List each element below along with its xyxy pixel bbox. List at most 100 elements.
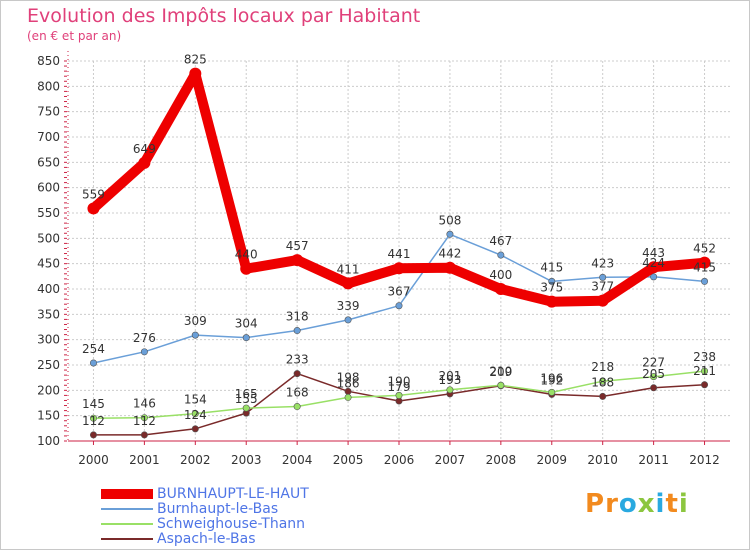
y-tick-label: 350 xyxy=(37,307,60,321)
data-label: 146 xyxy=(133,397,156,411)
y-tick-label: 200 xyxy=(37,383,60,397)
data-label: 825 xyxy=(184,53,207,67)
data-label: 198 xyxy=(337,370,360,384)
legend-swatch xyxy=(101,523,153,525)
y-tick-label: 550 xyxy=(37,206,60,220)
data-point xyxy=(140,414,148,422)
data-label: 415 xyxy=(540,260,563,274)
data-label: 112 xyxy=(82,414,105,428)
data-point xyxy=(701,367,709,375)
data-point xyxy=(548,277,556,285)
x-tick-label: 2002 xyxy=(180,453,211,467)
y-tick-label: 450 xyxy=(37,257,60,271)
x-tick-label: 2011 xyxy=(638,453,669,467)
data-label: 309 xyxy=(184,314,207,328)
data-label: 227 xyxy=(642,356,665,370)
data-point xyxy=(242,404,250,412)
data-point xyxy=(701,381,709,389)
data-point xyxy=(293,403,301,411)
data-point xyxy=(189,67,202,80)
data-point xyxy=(446,230,454,238)
data-label: 233 xyxy=(286,353,309,367)
legend-label: Burnhaupt-le-Bas xyxy=(157,501,279,517)
logo-letter: o xyxy=(618,489,638,519)
data-point xyxy=(599,273,607,281)
data-point xyxy=(698,256,711,269)
legend-label: Schweighouse-Thann xyxy=(157,516,306,532)
x-tick-label: 2007 xyxy=(435,453,466,467)
data-point xyxy=(545,295,558,308)
data-point xyxy=(344,316,352,324)
data-point xyxy=(191,331,199,339)
data-label: 367 xyxy=(388,285,411,299)
data-label: 400 xyxy=(489,268,512,282)
x-tick-label: 2000 xyxy=(78,453,109,467)
y-tick-label: 850 xyxy=(37,54,60,68)
data-point xyxy=(647,261,660,274)
data-label: 196 xyxy=(540,371,563,385)
logo-letter: r xyxy=(605,489,619,519)
data-label: 442 xyxy=(438,247,461,261)
x-tick-label: 2008 xyxy=(486,453,517,467)
data-point xyxy=(446,386,454,394)
data-label: 205 xyxy=(642,367,665,381)
data-point xyxy=(497,251,505,259)
data-point xyxy=(393,262,405,275)
data-point xyxy=(344,393,352,401)
y-tick-label: 800 xyxy=(37,79,60,93)
data-label: 112 xyxy=(133,414,156,428)
legend-label: Aspach-le-Bas xyxy=(157,531,256,547)
data-label: 190 xyxy=(388,374,411,388)
data-label: 452 xyxy=(693,242,716,256)
data-label: 165 xyxy=(235,387,258,401)
data-point xyxy=(140,348,148,356)
data-label: 415 xyxy=(693,260,716,274)
data-label: 155 xyxy=(235,392,258,406)
y-tick-label: 300 xyxy=(37,333,60,347)
data-label: 457 xyxy=(286,239,309,253)
data-point xyxy=(650,373,658,381)
x-tick-label: 2001 xyxy=(129,453,160,467)
data-point xyxy=(497,381,505,389)
data-point xyxy=(650,384,658,392)
y-tick-label: 250 xyxy=(37,358,60,372)
data-label: 210 xyxy=(489,364,512,378)
data-label: 276 xyxy=(133,331,156,345)
data-label: 201 xyxy=(438,369,461,383)
data-point xyxy=(240,262,253,275)
y-tick-label: 600 xyxy=(37,181,60,195)
data-point xyxy=(599,392,607,400)
data-label: 649 xyxy=(133,142,156,156)
y-tick-label: 100 xyxy=(37,434,60,448)
x-tick-label: 2003 xyxy=(231,453,262,467)
data-point xyxy=(701,277,709,285)
data-label: 238 xyxy=(693,350,716,364)
data-point xyxy=(395,302,403,310)
data-label: 145 xyxy=(82,397,105,411)
data-point xyxy=(293,370,301,378)
x-tick-label: 2009 xyxy=(536,453,567,467)
data-point xyxy=(89,431,97,439)
data-point xyxy=(89,414,97,422)
data-point xyxy=(89,359,97,367)
data-point xyxy=(191,410,199,418)
data-point xyxy=(138,156,151,169)
data-point xyxy=(494,283,507,295)
y-tick-label: 150 xyxy=(37,409,60,423)
legend-swatch xyxy=(101,489,153,499)
data-label: 411 xyxy=(337,262,360,276)
data-point xyxy=(650,273,658,281)
legend-label: BURNHAUPT-LE-HAUT xyxy=(157,486,309,502)
data-point xyxy=(342,277,355,290)
y-tick-label: 500 xyxy=(37,231,60,245)
data-label: 318 xyxy=(286,310,309,324)
data-point xyxy=(395,391,403,399)
x-tick-label: 2012 xyxy=(689,453,720,467)
logo-letter: i xyxy=(655,489,666,519)
data-label: 192 xyxy=(540,373,563,387)
legend-swatch xyxy=(101,538,153,540)
logo-letter: t xyxy=(665,489,679,519)
legend-swatch xyxy=(101,508,153,510)
data-label: 304 xyxy=(235,317,258,331)
